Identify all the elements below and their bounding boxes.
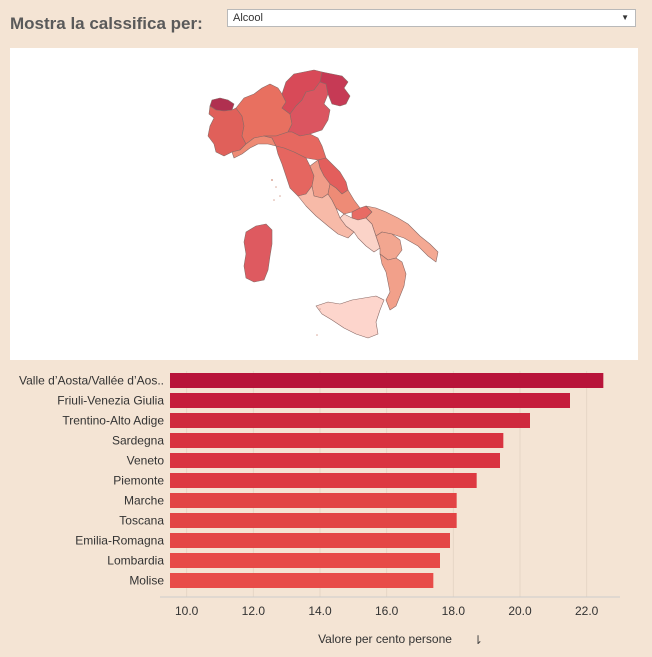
category-label: Trentino-Alto Adige (62, 414, 164, 428)
map-islands (271, 179, 321, 336)
page-title: Mostra la calssifica per: (10, 14, 203, 33)
x-tick-label: 14.0 (308, 604, 332, 618)
category-label: Molise (129, 574, 164, 588)
x-tick-label: 22.0 (575, 604, 599, 618)
chevron-down-icon[interactable]: ▼ (621, 13, 629, 22)
ranking-select[interactable]: Alcool ▼ (227, 9, 636, 27)
map-region-sicilia[interactable] (315, 295, 385, 339)
category-label: Emilia-Romagna (75, 534, 164, 548)
x-tick-label: 20.0 (508, 604, 532, 618)
bar[interactable] (170, 533, 450, 548)
bar[interactable] (170, 413, 530, 428)
category-label: Lombardia (107, 554, 164, 568)
ranking-select-value: Alcool (233, 12, 263, 24)
bar[interactable] (170, 513, 457, 528)
bar[interactable] (170, 453, 500, 468)
bar-chart-svg: Valle d’Aosta/Vallée d’Aos.. Friuli-Venez… (19, 371, 620, 647)
map-region-sardegna[interactable] (243, 223, 273, 283)
x-axis-label: Valore per cento persone (318, 632, 452, 646)
x-tick-label: 18.0 (442, 604, 466, 618)
ranking-chart: Valle d’Aosta/Vallée d’Aos.. Friuli-Venez… (0, 365, 652, 652)
bar[interactable] (170, 493, 457, 508)
map-region-puglia[interactable] (365, 205, 439, 263)
category-label: Valle d’Aosta/Vallée d’Aos.. (19, 374, 164, 388)
category-label: Toscana (119, 514, 164, 528)
italy-map (207, 69, 439, 339)
category-label: Sardegna (112, 434, 164, 448)
category-label: Friuli-Venezia Giulia (57, 394, 164, 408)
x-tick-label: 10.0 (175, 604, 199, 618)
x-tick-label: 16.0 (375, 604, 399, 618)
bar[interactable] (170, 553, 440, 568)
bar[interactable] (170, 433, 504, 448)
sort-icon[interactable]: ⇂ (473, 633, 483, 647)
bar[interactable] (170, 473, 477, 488)
bars-layer (170, 373, 604, 588)
bar[interactable] (170, 393, 570, 408)
category-label: Marche (124, 494, 164, 508)
x-tick-label: 12.0 (242, 604, 266, 618)
x-axis-ticks: 10.0 12.0 14.0 16.0 18.0 20.0 22.0 (175, 604, 599, 618)
map-region-calabria[interactable] (379, 253, 407, 311)
map-region-basilicata[interactable] (375, 231, 403, 261)
category-label: Veneto (127, 454, 165, 468)
bar[interactable] (170, 373, 604, 388)
category-label: Piemonte (113, 474, 164, 488)
italy-map-panel (10, 48, 638, 360)
map-region-friuli-venezia-giulia[interactable] (319, 71, 351, 107)
category-labels: Valle d’Aosta/Vallée d’Aos.. Friuli-Venez… (19, 374, 164, 588)
bar[interactable] (170, 573, 434, 588)
